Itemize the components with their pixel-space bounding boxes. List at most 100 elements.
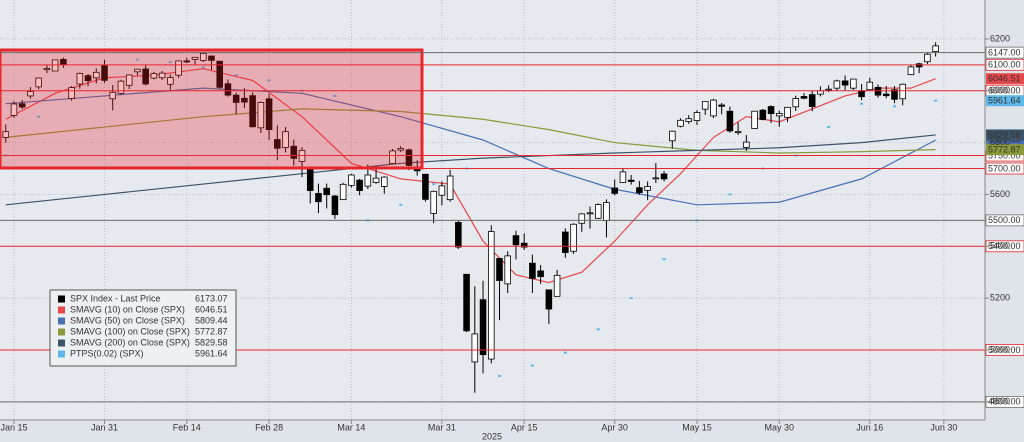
sar-dot [333, 94, 337, 97]
y-tick-label: 6200 [990, 33, 1010, 43]
candle-body [866, 81, 874, 91]
candle-body [257, 102, 265, 129]
legend-swatch [58, 339, 65, 347]
candle-body [208, 55, 215, 61]
candle-body [537, 270, 544, 278]
candle-body [520, 242, 528, 248]
candle-body [685, 118, 693, 122]
candle-body [109, 91, 117, 100]
candle-body [743, 141, 750, 148]
candle-body [784, 106, 791, 118]
legend-value: 5772.87 [195, 326, 228, 336]
candle-body [932, 45, 939, 52]
candle-body [413, 169, 421, 172]
value-label: 5961.64 [988, 96, 1021, 106]
candle-body [10, 103, 18, 116]
legend-swatch [58, 317, 65, 325]
candle-body [562, 231, 569, 253]
sar-dot [934, 99, 938, 102]
x-tick-label: May 30 [765, 422, 795, 432]
x-tick-label: Mar 14 [337, 422, 365, 432]
legend-label: SMAVG (100) on Close (SPX) [70, 326, 190, 336]
candle-body [282, 131, 289, 148]
y-tick-label: 5200 [990, 293, 1010, 303]
y-tick-label: 5000 [990, 344, 1010, 354]
candle-body [907, 66, 915, 76]
candle-body [249, 95, 256, 128]
candle-body [701, 101, 709, 110]
candle-body [438, 185, 446, 196]
legend-label: SPX Index - Last Price [70, 293, 161, 303]
legend-swatch [58, 306, 65, 314]
candle-body [512, 235, 520, 246]
candle-body [611, 187, 618, 194]
candle-body [652, 177, 660, 180]
candle-body [372, 177, 380, 183]
sar-dot [234, 74, 238, 77]
candle-body [356, 179, 363, 191]
x-tick-label: Apr 30 [601, 422, 628, 432]
candle-body [677, 119, 684, 127]
candle-body [101, 65, 108, 81]
candle-body [718, 104, 725, 107]
candle-body [636, 187, 643, 194]
candle-body [759, 109, 767, 120]
candle-body [35, 77, 42, 88]
level-label: 6147.00 [988, 48, 1021, 58]
candle-body [158, 72, 166, 79]
candle-body [306, 166, 314, 191]
candle-body [627, 179, 635, 182]
candle-body [850, 78, 857, 89]
candle-body [175, 60, 182, 76]
candle-body [216, 60, 223, 88]
candle-body [364, 174, 372, 187]
candle-body [899, 83, 906, 100]
candle-body [775, 113, 783, 117]
x-tick-label: Feb 14 [173, 422, 201, 432]
candle-body [874, 86, 882, 96]
value-label-box [986, 129, 1024, 141]
legend-value: 6173.07 [195, 293, 228, 303]
candle-body [167, 77, 174, 85]
level-label: 4800.00 [988, 397, 1021, 407]
candle-body [710, 99, 717, 117]
candle-body [619, 171, 627, 183]
level-label-box [985, 214, 1024, 227]
legend: SPX Index - Last Price 6173.07 SMAVG (10) … [49, 289, 237, 367]
level-label: 6000.00 [988, 86, 1021, 96]
candle-body [405, 149, 413, 166]
candle-body [134, 68, 141, 73]
candle-body [578, 213, 586, 224]
candle-body [125, 74, 133, 86]
y-tick-label: 5400 [990, 241, 1010, 251]
candle-body [825, 88, 832, 91]
candle-body [660, 173, 668, 180]
legend-label: PTPS(0.02) (SPX) [70, 348, 144, 358]
candle-body [455, 222, 462, 248]
candle-body [389, 150, 396, 164]
sar-dot [728, 193, 732, 196]
candle-body [27, 91, 34, 97]
sar-dot [892, 105, 896, 108]
legend-value: 6046.51 [195, 304, 228, 314]
level-label: 5400.00 [988, 241, 1021, 251]
candle-body [924, 53, 931, 63]
sar-dot [563, 351, 567, 354]
legend-box [49, 289, 237, 367]
candle-body [199, 53, 207, 61]
candle-body [183, 60, 191, 63]
sar-dot [827, 126, 831, 129]
candle-body [117, 80, 125, 94]
candle-body [84, 75, 92, 82]
y-tick-label: 4800 [990, 396, 1010, 406]
x-tick-label: Apr 15 [511, 422, 538, 432]
candle-body [817, 90, 824, 95]
level-label: 5700.00 [988, 163, 1021, 173]
sar-dot [432, 183, 436, 186]
level-label: 5500.00 [988, 215, 1021, 225]
level-label: 5000.00 [988, 345, 1021, 355]
candle-body [274, 139, 281, 149]
level-label: 5750.00 [988, 150, 1021, 160]
candle-body [891, 89, 898, 100]
x-tick-label: Feb 28 [255, 422, 283, 432]
